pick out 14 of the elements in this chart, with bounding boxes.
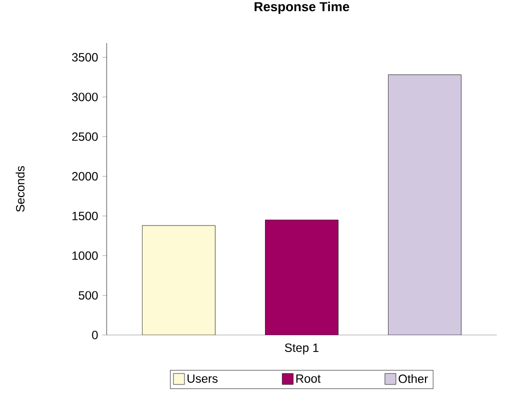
y-tick-label: 1000 (72, 251, 98, 260)
y-axis-title: Seconds (16, 166, 25, 212)
legend-label: Root (296, 374, 321, 383)
y-tick-label: 2500 (72, 132, 98, 141)
y-tick-label: 0 (92, 330, 98, 340)
legend-label: Users (188, 374, 218, 383)
y-tick-label: 500 (78, 291, 98, 300)
legend-label: Other (398, 374, 428, 384)
x-tick-label: Step 1 (284, 343, 318, 354)
y-tick-label: 2000 (72, 172, 98, 181)
y-tick-label: 3500 (72, 53, 98, 62)
y-tick-label: 1500 (72, 212, 98, 220)
y-tick-label: 3000 (72, 92, 98, 102)
chart-title: Response Time (254, 2, 350, 14)
